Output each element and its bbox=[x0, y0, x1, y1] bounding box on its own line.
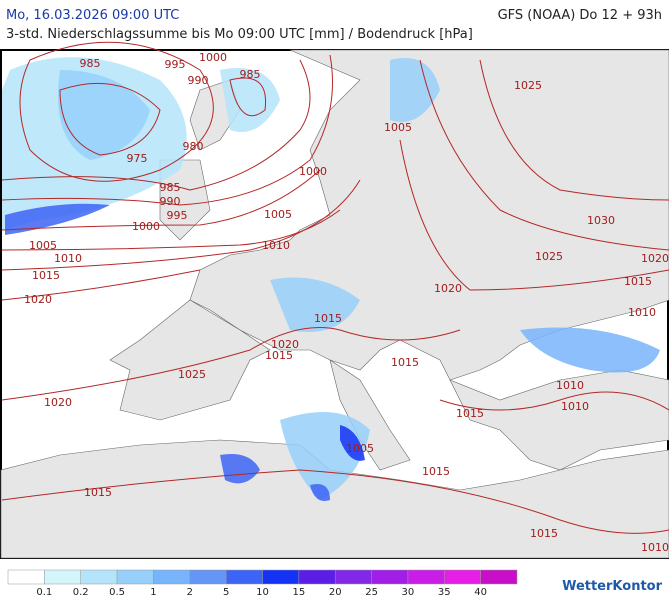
legend-label: 40 bbox=[474, 587, 487, 598]
isobar-label: 1020 bbox=[641, 252, 669, 265]
legend-label: 0.1 bbox=[36, 587, 52, 598]
legend-label: 0.5 bbox=[109, 587, 125, 598]
legend-swatch bbox=[7, 569, 45, 585]
legend-label: 25 bbox=[365, 587, 378, 598]
isobar-label: 1010 bbox=[628, 306, 656, 319]
isobar-label: 985 bbox=[240, 68, 261, 81]
isobar-label: 1005 bbox=[29, 239, 57, 252]
isobar-label: 975 bbox=[127, 152, 148, 165]
legend-swatch bbox=[480, 569, 518, 585]
isobar-label: 1015 bbox=[422, 465, 450, 478]
brand: WetterKontor bbox=[562, 579, 663, 594]
legend-label: 10 bbox=[256, 587, 269, 598]
legend-swatch bbox=[262, 569, 300, 585]
legend-swatch bbox=[444, 569, 481, 585]
isobar-label: 1020 bbox=[434, 282, 462, 295]
legend-swatch bbox=[371, 569, 409, 585]
legend-swatch bbox=[153, 569, 191, 585]
legend-label: 1 bbox=[150, 587, 156, 598]
isobar-label: 1020 bbox=[24, 293, 52, 306]
isobar-label: 1020 bbox=[44, 396, 72, 409]
isobar-label: 1005 bbox=[264, 208, 292, 221]
isobar-label: 1025 bbox=[178, 368, 206, 381]
legend-swatch bbox=[225, 569, 263, 585]
isobar-label: 995 bbox=[165, 58, 186, 71]
legend-swatch bbox=[298, 569, 336, 585]
date-time: Mo, 16.03.2026 09:00 UTC bbox=[6, 8, 179, 23]
legend-label: 20 bbox=[329, 587, 342, 598]
isobar-label: 1000 bbox=[199, 51, 227, 64]
legend-label: 2 bbox=[187, 587, 193, 598]
isobar-label: 995 bbox=[167, 209, 188, 222]
model-run: GFS (NOAA) Do 12 + 93h bbox=[498, 8, 662, 23]
isobar-label: 1015 bbox=[265, 349, 293, 362]
legend-label: 5 bbox=[223, 587, 229, 598]
subtitle: 3-std. Niederschlagssumme bis Mo 09:00 U… bbox=[6, 27, 473, 42]
isobar-label: 1010 bbox=[561, 400, 589, 413]
legend-label: 0.2 bbox=[73, 587, 89, 598]
legend-label: 35 bbox=[438, 587, 451, 598]
isobar-label: 1010 bbox=[641, 541, 669, 554]
legend-swatch bbox=[407, 569, 445, 585]
isobar-label: 1020 bbox=[271, 338, 299, 351]
legend-swatch bbox=[116, 569, 154, 585]
legend-swatch bbox=[80, 569, 118, 585]
isobar-label: 1030 bbox=[587, 214, 615, 227]
legend-label: 15 bbox=[292, 587, 305, 598]
isobar-label: 1015 bbox=[32, 269, 60, 282]
isobar-label: 1000 bbox=[132, 220, 160, 233]
isobar-label: 985 bbox=[160, 181, 181, 194]
isobar-label: 1015 bbox=[84, 486, 112, 499]
isobar-label: 1000 bbox=[299, 165, 327, 178]
legend: 0.1 0.2 0.5 1 2 5 10 15 20 25 30 35 40 bbox=[7, 569, 518, 598]
isobar-label: 980 bbox=[183, 140, 204, 153]
isobar-label: 1015 bbox=[530, 527, 558, 540]
isobar-label: 1025 bbox=[514, 79, 542, 92]
isobar-label: 1010 bbox=[54, 252, 82, 265]
isobar-label: 990 bbox=[188, 74, 209, 87]
isobar-label: 1015 bbox=[624, 275, 652, 288]
isobar-label: 1015 bbox=[314, 312, 342, 325]
isobar-label: 1010 bbox=[556, 379, 584, 392]
legend-label: 30 bbox=[402, 587, 415, 598]
isobar-label: 1010 bbox=[262, 239, 290, 252]
isobar-label: 1015 bbox=[456, 407, 484, 420]
isobar-label: 985 bbox=[80, 57, 101, 70]
legend-swatch bbox=[44, 569, 81, 585]
isobar-label: 1025 bbox=[535, 250, 563, 263]
legend-swatch bbox=[334, 569, 372, 585]
isobar-label: 1005 bbox=[346, 442, 374, 455]
legend-swatch bbox=[189, 569, 227, 585]
isobar-label: 1015 bbox=[391, 356, 419, 369]
isobar-label: 1005 bbox=[384, 121, 412, 134]
isobar-label: 990 bbox=[160, 195, 181, 208]
